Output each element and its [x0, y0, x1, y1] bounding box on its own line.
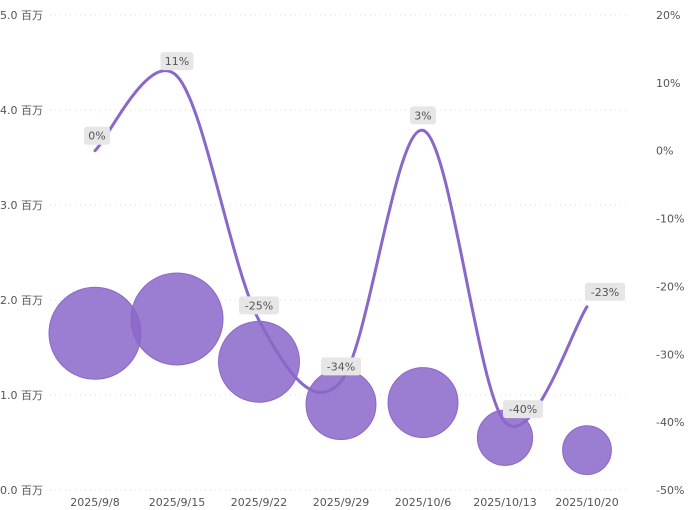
bubble — [218, 320, 300, 403]
x-tick-label: 2025/9/29 — [313, 496, 369, 509]
bubble — [48, 286, 142, 380]
left-axis: 0.0 百万 1.0 百万 2.0 百万 3.0 百万 4.0 百万 5.0 百万 — [0, 9, 43, 497]
line-path — [93, 69, 589, 428]
line-data-label: 3% — [410, 106, 436, 125]
right-tick-label: -40% — [656, 416, 684, 429]
bubble — [476, 409, 534, 466]
left-tick-label: 2.0 百万 — [0, 294, 43, 307]
right-tick-label: -20% — [656, 280, 684, 293]
data-label-box — [503, 400, 543, 419]
data-label-text: 11% — [165, 55, 189, 68]
right-tick-label: 20% — [656, 9, 680, 22]
data-label-text: -34% — [327, 360, 355, 373]
right-tick-label: -10% — [656, 213, 684, 226]
bubble — [130, 272, 224, 366]
left-tick-label: 1.0 百万 — [0, 389, 43, 402]
line-data-label: -25% — [239, 296, 279, 315]
x-axis: 2025/9/8 2025/9/15 2025/9/22 2025/9/29 2025/… — [70, 496, 618, 509]
x-tick-label: 2025/9/8 — [70, 496, 119, 509]
x-tick-label: 2025/9/15 — [149, 496, 205, 509]
data-label-box — [160, 52, 194, 71]
left-tick-label: 4.0 百万 — [0, 104, 43, 117]
right-tick-label: -30% — [656, 348, 684, 361]
left-tick-label: 0.0 百万 — [0, 484, 43, 497]
bubble — [562, 425, 612, 475]
data-label-text: -40% — [509, 403, 537, 416]
line-data-label: 0% — [84, 126, 110, 145]
line-data-label: -23% — [585, 282, 625, 301]
bubble — [387, 367, 459, 439]
data-label-box — [84, 126, 110, 145]
right-axis: -50% -40% -30% -20% -10% 0% 10% 20% — [656, 9, 684, 497]
left-tick-label: 5.0 百万 — [0, 9, 43, 22]
data-label-text: -25% — [245, 299, 273, 312]
x-tick-label: 2025/10/13 — [473, 496, 536, 509]
x-tick-label: 2025/10/20 — [555, 496, 618, 509]
data-label-box — [585, 282, 625, 301]
data-label-box — [410, 106, 436, 125]
line-data-label: 11% — [160, 52, 194, 71]
line-data-label: -34% — [321, 357, 361, 376]
data-label-text: 3% — [414, 109, 431, 122]
right-tick-label: 10% — [656, 77, 680, 90]
right-tick-label: 0% — [656, 145, 673, 158]
data-label-box — [239, 296, 279, 315]
line-data-label: -40% — [503, 400, 543, 419]
data-label-text: -23% — [591, 286, 619, 299]
x-tick-label: 2025/10/6 — [395, 496, 451, 509]
line-data-labels: 0% 11% -25% -34% 3% -40% -23% — [84, 52, 625, 419]
left-tick-label: 3.0 百万 — [0, 199, 43, 212]
bubble-series — [48, 272, 612, 475]
line-series — [93, 69, 589, 428]
data-label-text: 0% — [88, 130, 105, 143]
data-label-box — [321, 357, 361, 376]
x-tick-label: 2025/9/22 — [231, 496, 287, 509]
right-tick-label: -50% — [656, 484, 684, 497]
